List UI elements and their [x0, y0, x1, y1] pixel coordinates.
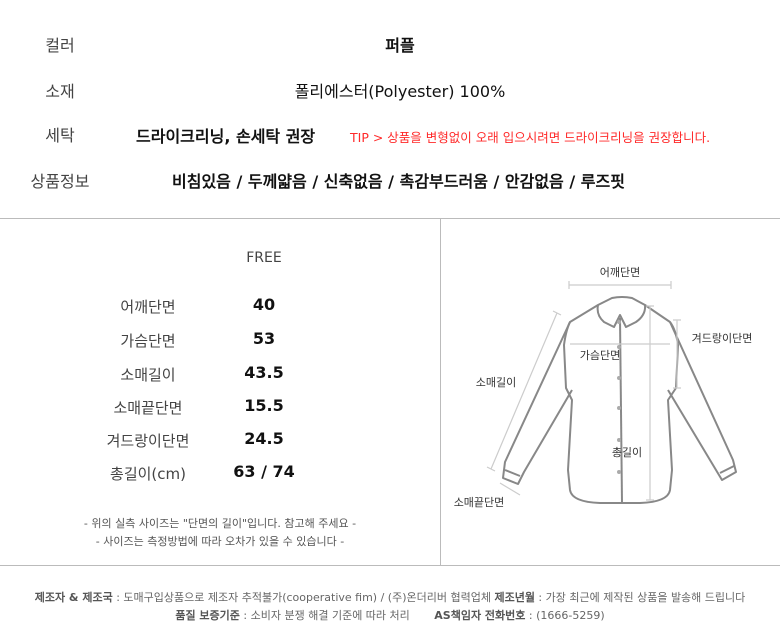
diagram-label-sleeve: 소매길이 — [476, 376, 516, 389]
info-label-color: 컬러 — [45, 36, 75, 55]
size-value: 63 / 74 — [233, 462, 295, 481]
quality-value: : 소비자 분쟁 해결 기준에 따라 처리 — [239, 609, 410, 622]
maker-label: 제조자 & 제조국 — [34, 591, 113, 604]
info-value-wash: 드라이크리닝, 손세탁 권장 — [136, 127, 316, 146]
size-value: 43.5 — [244, 363, 284, 382]
quality-label: 품질 보증기준 — [175, 609, 240, 622]
shirt-measurement-diagram: 어깨단면 가슴단면 겨드랑이단면 소매길이 총길이 소매끝단면 — [454, 266, 753, 509]
size-value: 24.5 — [244, 429, 284, 448]
size-value: 15.5 — [244, 396, 284, 415]
diagram-label-length: 총길이 — [612, 446, 642, 459]
diagram-label-armpit: 겨드랑이단면 — [692, 332, 753, 345]
wash-tip: TIP > 상품을 변형없이 오래 입으시려면 드라이크리닝을 권장합니다. — [350, 130, 711, 145]
footer-line-2: 품질 보증기준 : 소비자 분쟁 해결 기준에 따라 처리 AS책임자 전화번호… — [0, 607, 780, 623]
info-label-product: 상품정보 — [30, 172, 90, 191]
size-label: 소매끝단면 — [113, 399, 183, 417]
divider — [0, 565, 780, 566]
date-value: : 가장 최근에 제작된 상품을 발송해 드립니다 — [534, 591, 746, 604]
button-icons — [617, 320, 621, 474]
date-label: 제조년월 — [494, 591, 535, 604]
measure-lines — [486, 281, 681, 501]
diagram-label-chest: 가슴단면 — [580, 349, 620, 362]
size-note: - 위의 실측 사이즈는 "단면의 길이"입니다. 참고해 주세요 - — [83, 517, 357, 530]
size-label: 가슴단면 — [120, 332, 176, 350]
size-label: 겨드랑이단면 — [106, 432, 190, 450]
size-label: 소매길이 — [120, 366, 176, 384]
size-value: 40 — [252, 295, 276, 314]
size-header: FREE — [246, 250, 282, 266]
diagram-label-cuff: 소매끝단면 — [454, 496, 505, 509]
size-label: 어깨단면 — [120, 298, 176, 316]
info-value-color: 퍼플 — [385, 36, 415, 55]
divider — [0, 218, 780, 219]
divider — [440, 218, 441, 565]
footer-line-1: 제조자 & 제조국 : 도매구입상품으로 제조자 추적불가(cooperativ… — [0, 589, 780, 605]
diagram-label-shoulder: 어깨단면 — [600, 266, 640, 279]
size-note: - 사이즈는 측정방법에 따라 오차가 있을 수 있습니다 - — [95, 535, 345, 548]
shirt-outline-icon — [502, 296, 737, 504]
info-value-product: 비침있음 / 두께얇음 / 신축없음 / 촉감부드러움 / 안감없음 / 루즈핏 — [172, 172, 625, 191]
info-value-material: 폴리에스터(Polyester) 100% — [294, 82, 506, 101]
as-label: AS책임자 전화번호 — [434, 609, 526, 622]
size-label: 총길이(cm) — [110, 465, 186, 483]
info-label-wash: 세탁 — [45, 126, 75, 145]
maker-value: : 도매구입상품으로 제조자 추적불가(cooperative fim) / (… — [112, 591, 495, 604]
size-value: 53 — [252, 329, 276, 348]
as-value: : (1666-5259) — [525, 609, 605, 622]
info-label-material: 소재 — [45, 82, 75, 101]
